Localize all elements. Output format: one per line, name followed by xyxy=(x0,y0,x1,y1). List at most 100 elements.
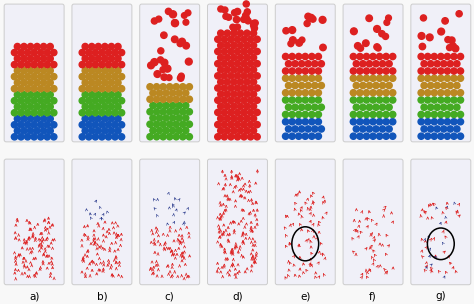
Circle shape xyxy=(237,103,244,109)
Circle shape xyxy=(425,97,431,103)
Circle shape xyxy=(172,36,178,43)
Circle shape xyxy=(456,11,462,17)
Circle shape xyxy=(305,126,311,132)
Circle shape xyxy=(224,79,230,85)
Circle shape xyxy=(18,110,24,116)
Circle shape xyxy=(25,50,31,56)
Circle shape xyxy=(418,75,424,81)
Circle shape xyxy=(234,85,241,91)
Circle shape xyxy=(250,116,256,122)
Circle shape xyxy=(79,85,85,92)
Circle shape xyxy=(350,111,356,118)
Circle shape xyxy=(451,90,457,96)
Circle shape xyxy=(105,50,111,56)
Circle shape xyxy=(21,80,27,86)
Circle shape xyxy=(221,97,228,103)
Circle shape xyxy=(373,82,379,88)
Circle shape xyxy=(425,54,431,60)
Circle shape xyxy=(350,54,356,60)
Circle shape xyxy=(47,92,53,98)
Circle shape xyxy=(11,61,18,68)
Circle shape xyxy=(14,128,20,134)
Circle shape xyxy=(283,90,289,96)
Circle shape xyxy=(451,68,457,74)
Circle shape xyxy=(418,90,424,96)
Circle shape xyxy=(234,109,241,116)
Circle shape xyxy=(386,126,392,132)
Circle shape xyxy=(51,74,57,80)
Circle shape xyxy=(390,90,396,96)
Circle shape xyxy=(366,104,373,110)
Circle shape xyxy=(309,54,315,60)
Circle shape xyxy=(47,128,53,134)
Circle shape xyxy=(178,73,184,79)
Circle shape xyxy=(95,67,101,74)
Circle shape xyxy=(447,45,453,50)
FancyBboxPatch shape xyxy=(4,4,64,142)
Circle shape xyxy=(425,68,431,74)
Circle shape xyxy=(244,91,250,97)
Circle shape xyxy=(108,67,115,74)
Circle shape xyxy=(95,80,101,86)
Circle shape xyxy=(444,133,450,139)
Circle shape xyxy=(386,61,392,67)
Circle shape xyxy=(315,119,321,125)
Circle shape xyxy=(390,119,396,125)
Circle shape xyxy=(112,110,118,116)
Circle shape xyxy=(360,82,366,88)
Circle shape xyxy=(292,82,298,88)
Circle shape xyxy=(299,61,305,67)
Circle shape xyxy=(245,18,251,24)
Circle shape xyxy=(228,85,234,91)
Circle shape xyxy=(150,127,156,133)
Circle shape xyxy=(379,61,386,67)
Circle shape xyxy=(318,61,324,67)
Circle shape xyxy=(14,43,20,50)
Circle shape xyxy=(305,104,311,110)
FancyBboxPatch shape xyxy=(208,4,267,142)
Circle shape xyxy=(383,119,389,125)
Circle shape xyxy=(426,34,433,41)
Circle shape xyxy=(418,33,425,39)
Circle shape xyxy=(44,50,50,56)
Circle shape xyxy=(186,96,192,102)
Circle shape xyxy=(457,133,464,139)
Circle shape xyxy=(250,54,256,61)
Circle shape xyxy=(360,126,366,132)
Circle shape xyxy=(379,104,386,110)
Circle shape xyxy=(34,55,40,62)
Circle shape xyxy=(82,80,88,86)
Circle shape xyxy=(172,19,178,26)
Circle shape xyxy=(383,54,389,60)
Circle shape xyxy=(231,128,237,134)
Circle shape xyxy=(108,104,115,110)
Circle shape xyxy=(376,54,383,60)
Circle shape xyxy=(350,90,356,96)
Circle shape xyxy=(222,7,228,13)
Circle shape xyxy=(364,133,370,139)
Circle shape xyxy=(311,61,318,67)
Circle shape xyxy=(160,84,166,90)
Circle shape xyxy=(383,68,389,74)
FancyBboxPatch shape xyxy=(72,4,132,142)
Circle shape xyxy=(302,54,309,60)
Circle shape xyxy=(438,28,445,35)
Circle shape xyxy=(51,61,57,68)
Circle shape xyxy=(250,67,256,73)
Circle shape xyxy=(370,75,376,81)
Circle shape xyxy=(40,92,47,98)
Circle shape xyxy=(451,75,457,81)
FancyBboxPatch shape xyxy=(140,4,200,142)
Circle shape xyxy=(115,55,121,62)
Circle shape xyxy=(27,67,34,74)
Circle shape xyxy=(302,119,309,125)
Circle shape xyxy=(218,103,224,109)
Circle shape xyxy=(92,98,99,104)
Circle shape xyxy=(95,104,101,110)
Circle shape xyxy=(186,109,192,115)
Circle shape xyxy=(147,96,153,102)
Circle shape xyxy=(221,60,228,67)
Circle shape xyxy=(11,74,18,80)
Circle shape xyxy=(27,104,34,110)
Circle shape xyxy=(285,126,292,132)
